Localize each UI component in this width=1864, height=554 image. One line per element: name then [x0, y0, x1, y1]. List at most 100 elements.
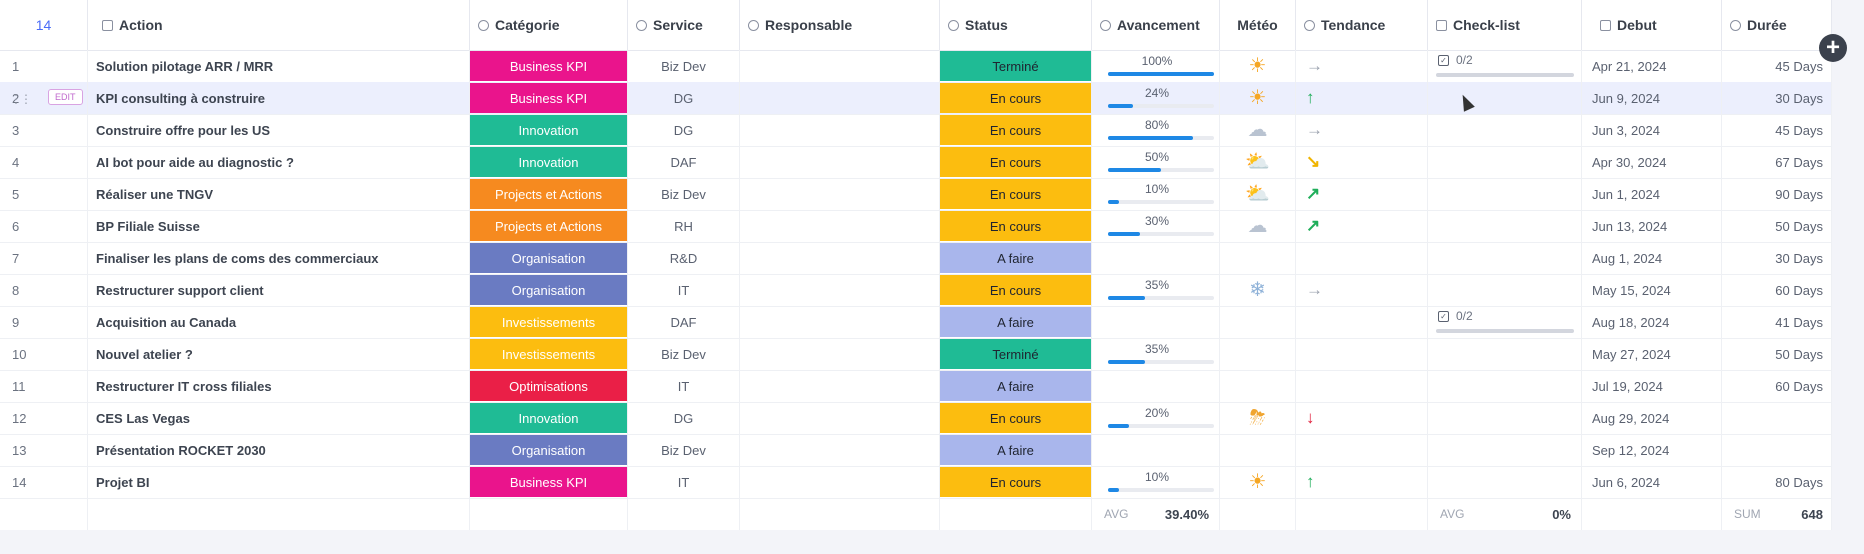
status-cell[interactable]: En cours — [940, 178, 1092, 210]
status-cell[interactable]: En cours — [940, 82, 1092, 114]
categorie-cell[interactable]: Business KPI — [470, 466, 628, 498]
checklist-cell[interactable] — [1428, 466, 1582, 498]
avancement-cell[interactable]: 24% — [1092, 82, 1220, 114]
status-cell[interactable]: En cours — [940, 274, 1092, 306]
avancement-cell[interactable]: 30% — [1092, 210, 1220, 242]
column-header-checklist[interactable]: Check-list — [1428, 0, 1582, 50]
checklist-cell[interactable]: ✓ 0/2 — [1428, 306, 1582, 338]
avancement-cell[interactable]: 20% — [1092, 402, 1220, 434]
avancement-cell[interactable]: 35% — [1092, 338, 1220, 370]
drag-handle-icon[interactable]: ⋮⋮ — [10, 92, 32, 106]
debut-cell[interactable]: Jun 13, 2024 — [1582, 210, 1722, 242]
column-header-tendance[interactable]: Tendance — [1296, 0, 1428, 50]
debut-cell[interactable]: Apr 21, 2024 — [1582, 50, 1722, 82]
meteo-cell[interactable]: ❄ — [1220, 274, 1296, 306]
categorie-cell[interactable]: Innovation — [470, 146, 628, 178]
row-number-cell[interactable]: 1 — [0, 50, 88, 82]
column-header-service[interactable]: Service — [628, 0, 740, 50]
meteo-cell[interactable]: ☀ — [1220, 50, 1296, 82]
service-cell[interactable]: IT — [628, 370, 740, 402]
checklist-cell[interactable] — [1428, 178, 1582, 210]
service-cell[interactable]: DG — [628, 402, 740, 434]
row-number-cell[interactable]: 11 — [0, 370, 88, 402]
tendance-cell[interactable]: → — [1296, 50, 1428, 82]
status-cell[interactable]: A faire — [940, 242, 1092, 274]
table-row[interactable]: 1 Solution pilotage ARR / MRR Business KPI… — [0, 50, 1832, 83]
action-cell[interactable]: KPI consulting à construire — [88, 82, 470, 114]
responsable-cell[interactable] — [740, 146, 940, 178]
meteo-cell[interactable]: ☀ — [1220, 82, 1296, 114]
action-cell[interactable]: Réaliser une TNGV — [88, 178, 470, 210]
checklist-cell[interactable] — [1428, 274, 1582, 306]
table-row[interactable]: 6 BP Filiale Suisse Projects et Actions RH E… — [0, 210, 1832, 243]
table-row[interactable]: 3 Construire offre pour les US Innovation D… — [0, 114, 1832, 147]
debut-cell[interactable]: Apr 30, 2024 — [1582, 146, 1722, 178]
responsable-cell[interactable] — [740, 50, 940, 82]
avancement-cell[interactable]: 100% — [1092, 50, 1220, 82]
status-cell[interactable]: En cours — [940, 466, 1092, 498]
summary-duree[interactable]: SUM 648 — [1722, 498, 1832, 530]
avancement-cell[interactable]: 80% — [1092, 114, 1220, 146]
add-column-button[interactable]: + — [1819, 34, 1847, 62]
service-cell[interactable]: Biz Dev — [628, 50, 740, 82]
tendance-cell[interactable]: ↗ — [1296, 178, 1428, 210]
responsable-cell[interactable] — [740, 82, 940, 114]
checklist-cell[interactable] — [1428, 370, 1582, 402]
categorie-cell[interactable]: Innovation — [470, 402, 628, 434]
categorie-cell[interactable]: Business KPI — [470, 50, 628, 82]
categorie-cell[interactable]: Organisation — [470, 274, 628, 306]
column-header-duree[interactable]: Durée — [1722, 0, 1832, 50]
status-cell[interactable]: A faire — [940, 370, 1092, 402]
debut-cell[interactable]: Jun 9, 2024 — [1582, 82, 1722, 114]
status-cell[interactable]: En cours — [940, 146, 1092, 178]
meteo-cell[interactable]: ⛅ — [1220, 146, 1296, 178]
service-cell[interactable]: DAF — [628, 146, 740, 178]
service-cell[interactable]: RH — [628, 210, 740, 242]
checklist-cell[interactable]: ✓ 0/2 — [1428, 50, 1582, 82]
row-number-cell[interactable]: 5 — [0, 178, 88, 210]
checklist-cell[interactable] — [1428, 338, 1582, 370]
avancement-cell[interactable] — [1092, 306, 1220, 338]
action-cell[interactable]: Nouvel atelier ? — [88, 338, 470, 370]
debut-cell[interactable]: Jun 6, 2024 — [1582, 466, 1722, 498]
action-cell[interactable]: Projet BI — [88, 466, 470, 498]
action-cell[interactable]: Présentation ROCKET 2030 — [88, 434, 470, 466]
status-cell[interactable]: A faire — [940, 434, 1092, 466]
summary-avancement[interactable]: AVG 39.40% — [1092, 498, 1220, 530]
status-cell[interactable]: A faire — [940, 306, 1092, 338]
responsable-cell[interactable] — [740, 370, 940, 402]
status-cell[interactable]: Terminé — [940, 338, 1092, 370]
tendance-cell[interactable]: ↗ — [1296, 210, 1428, 242]
meteo-cell[interactable]: ☀ — [1220, 466, 1296, 498]
responsable-cell[interactable] — [740, 178, 940, 210]
responsable-cell[interactable] — [740, 466, 940, 498]
checklist-cell[interactable] — [1428, 146, 1582, 178]
row-count-header[interactable]: 14 — [0, 0, 88, 50]
responsable-cell[interactable] — [740, 210, 940, 242]
action-cell[interactable]: AI bot pour aide au diagnostic ? — [88, 146, 470, 178]
action-cell[interactable]: BP Filiale Suisse — [88, 210, 470, 242]
debut-cell[interactable]: Aug 1, 2024 — [1582, 242, 1722, 274]
row-number-cell[interactable]: 2 — [0, 82, 88, 114]
categorie-cell[interactable]: Innovation — [470, 114, 628, 146]
meteo-cell[interactable]: ☁ — [1220, 210, 1296, 242]
categorie-cell[interactable]: Organisation — [470, 434, 628, 466]
table-row[interactable]: 5 Réaliser une TNGV Projects et Actions Biz… — [0, 178, 1832, 211]
row-number-cell[interactable]: 7 — [0, 242, 88, 274]
debut-cell[interactable]: May 15, 2024 — [1582, 274, 1722, 306]
tendance-cell[interactable] — [1296, 370, 1428, 402]
column-header-responsable[interactable]: Responsable — [740, 0, 940, 50]
duree-cell[interactable]: 60 Days — [1722, 370, 1832, 402]
table-row[interactable]: 4 AI bot pour aide au diagnostic ? Innovat… — [0, 146, 1832, 179]
categorie-cell[interactable]: Projects et Actions — [470, 210, 628, 242]
categorie-cell[interactable]: Organisation — [470, 242, 628, 274]
column-header-meteo[interactable]: Météo — [1220, 0, 1296, 50]
duree-cell[interactable]: 50 Days — [1722, 210, 1832, 242]
tendance-cell[interactable]: ↑ — [1296, 466, 1428, 498]
row-number-cell[interactable]: 3 — [0, 114, 88, 146]
edit-button[interactable]: EDIT — [48, 89, 83, 105]
duree-cell[interactable]: 60 Days — [1722, 274, 1832, 306]
summary-checklist[interactable]: AVG 0% — [1428, 498, 1582, 530]
service-cell[interactable]: Biz Dev — [628, 178, 740, 210]
action-cell[interactable]: Restructurer IT cross filiales — [88, 370, 470, 402]
